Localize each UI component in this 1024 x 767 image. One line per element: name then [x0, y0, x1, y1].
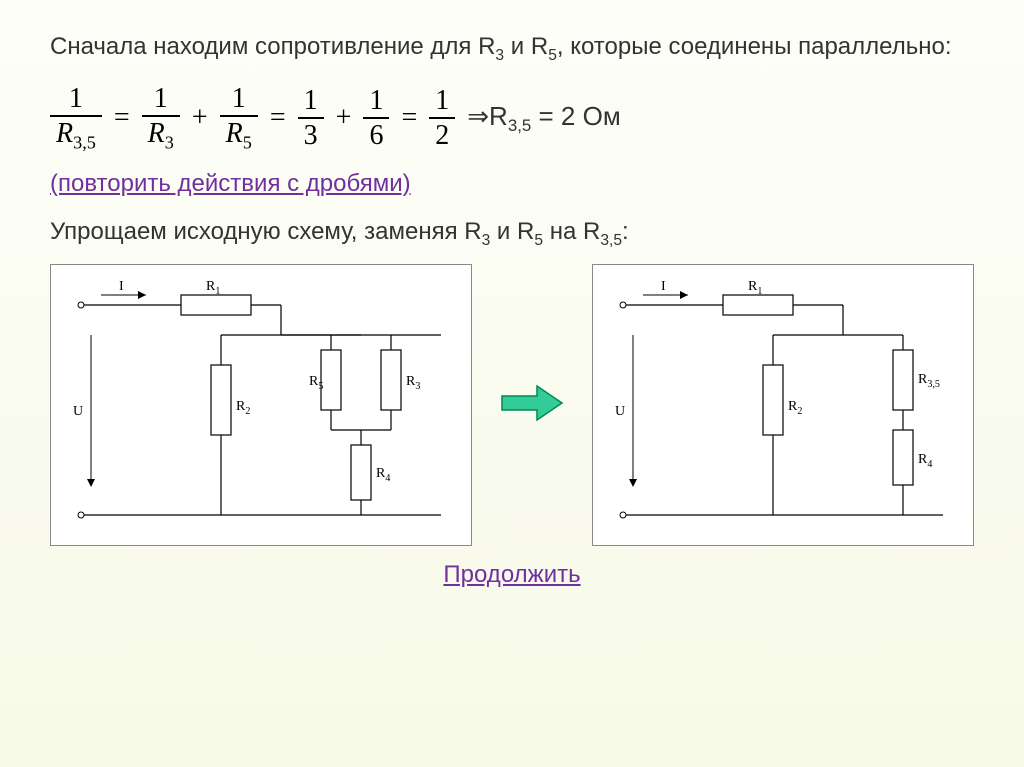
- svg-text:R2: R2: [788, 399, 802, 417]
- svg-text:I: I: [119, 279, 124, 294]
- svg-text:R1: R1: [206, 279, 220, 297]
- circuit-diagram-1: IUR1R2R5R3R4: [50, 264, 472, 546]
- svg-text:U: U: [615, 404, 625, 419]
- svg-text:R2: R2: [236, 399, 250, 417]
- formula: 1 R3,5 = 1 R3 + 1 R5 = 1 3 + 1 6 =: [50, 82, 974, 155]
- circuit-diagram-2: I U R1 R2 R3,5 R4: [592, 264, 974, 546]
- simplify-text: Упрощаем исходную схему, заменяя R3 и R5…: [50, 218, 974, 250]
- svg-text:R3,5: R3,5: [918, 372, 940, 390]
- svg-text:R4: R4: [918, 452, 932, 470]
- svg-text:R1: R1: [748, 279, 762, 297]
- svg-text:R3: R3: [406, 374, 420, 392]
- svg-text:R4: R4: [376, 466, 390, 484]
- intro-text: Сначала находим сопротивление для R3 и R…: [50, 30, 974, 67]
- repeat-fractions-link[interactable]: (повторить действия с дробями): [50, 170, 411, 198]
- continue-link[interactable]: Продолжить: [443, 561, 580, 588]
- arrow-icon: [497, 378, 567, 433]
- svg-text:I: I: [661, 279, 666, 294]
- svg-text:U: U: [73, 404, 83, 419]
